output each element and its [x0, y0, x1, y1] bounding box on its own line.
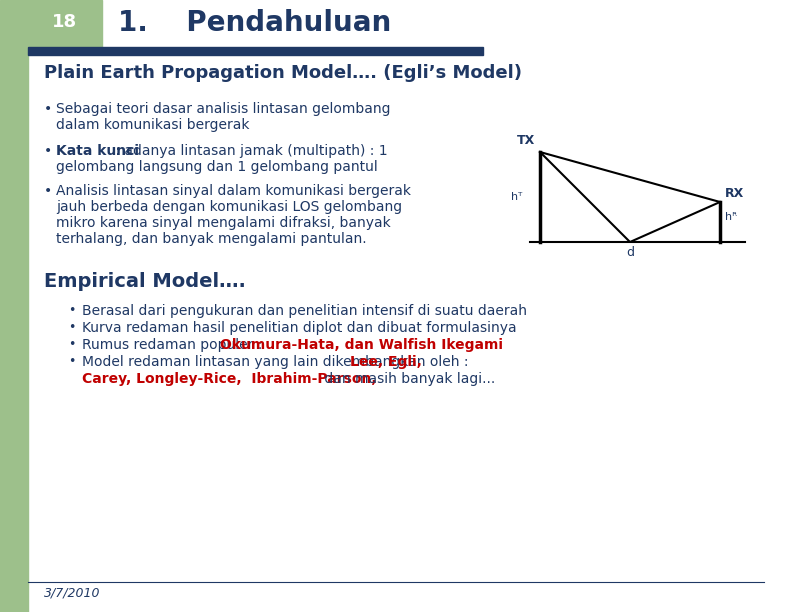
Text: hᵀ: hᵀ: [511, 192, 522, 202]
Text: dalam komunikasi bergerak: dalam komunikasi bergerak: [56, 118, 249, 132]
Text: Analisis lintasan sinyal dalam komunikasi bergerak: Analisis lintasan sinyal dalam komunikas…: [56, 184, 411, 198]
Text: 18: 18: [52, 13, 78, 31]
Text: RX: RX: [725, 187, 744, 200]
Text: mikro karena sinyal mengalami difraksi, banyak: mikro karena sinyal mengalami difraksi, …: [56, 216, 390, 230]
Text: Sebagai teori dasar analisis lintasan gelombang: Sebagai teori dasar analisis lintasan ge…: [56, 102, 390, 116]
Bar: [28, 47, 483, 55]
Text: •: •: [44, 184, 52, 198]
Text: •: •: [68, 321, 75, 334]
Text: Berasal dari pengukuran dan penelitian intensif di suatu daerah: Berasal dari pengukuran dan penelitian i…: [82, 304, 527, 318]
Text: Carey, Longley-Rice,  Ibrahim-Parson,: Carey, Longley-Rice, Ibrahim-Parson,: [82, 372, 377, 386]
Text: d: d: [626, 246, 634, 259]
Text: hᴿ: hᴿ: [725, 212, 737, 222]
Text: jauh berbeda dengan komunikasi LOS gelombang: jauh berbeda dengan komunikasi LOS gelom…: [56, 200, 402, 214]
Text: Model redaman lintasan yang lain dikembangkan oleh :: Model redaman lintasan yang lain dikemba…: [82, 355, 473, 369]
Bar: [0, 0, 28, 612]
Text: Lee, Egli,: Lee, Egli,: [350, 355, 422, 369]
Text: Kurva redaman hasil penelitian diplot dan dibuat formulasinya: Kurva redaman hasil penelitian diplot da…: [82, 321, 516, 335]
Text: Plain Earth Propagation Model…. (Egli’s Model): Plain Earth Propagation Model…. (Egli’s …: [44, 64, 522, 82]
Text: : adanya lintasan jamak (multipath) : 1: : adanya lintasan jamak (multipath) : 1: [111, 144, 387, 158]
Text: 1.    Pendahuluan: 1. Pendahuluan: [118, 9, 391, 37]
Text: gelombang langsung dan 1 gelombang pantul: gelombang langsung dan 1 gelombang pantu…: [56, 160, 378, 174]
Text: •: •: [68, 338, 75, 351]
Text: Kata kunci: Kata kunci: [56, 144, 139, 158]
Text: •: •: [68, 304, 75, 317]
Text: Rumus redaman populer :: Rumus redaman populer :: [82, 338, 267, 352]
Text: terhalang, dan banyak mengalami pantulan.: terhalang, dan banyak mengalami pantulan…: [56, 232, 367, 246]
Text: 3/7/2010: 3/7/2010: [44, 587, 101, 600]
Text: Okumura-Hata, dan Walfish Ikegami: Okumura-Hata, dan Walfish Ikegami: [220, 338, 503, 352]
Bar: [28, 0, 102, 47]
Text: •: •: [44, 144, 52, 158]
Text: TX: TX: [516, 134, 535, 147]
Text: •: •: [68, 355, 75, 368]
Text: Empirical Model….: Empirical Model….: [44, 272, 246, 291]
Text: dan masih banyak lagi...: dan masih banyak lagi...: [320, 372, 495, 386]
Text: •: •: [44, 102, 52, 116]
